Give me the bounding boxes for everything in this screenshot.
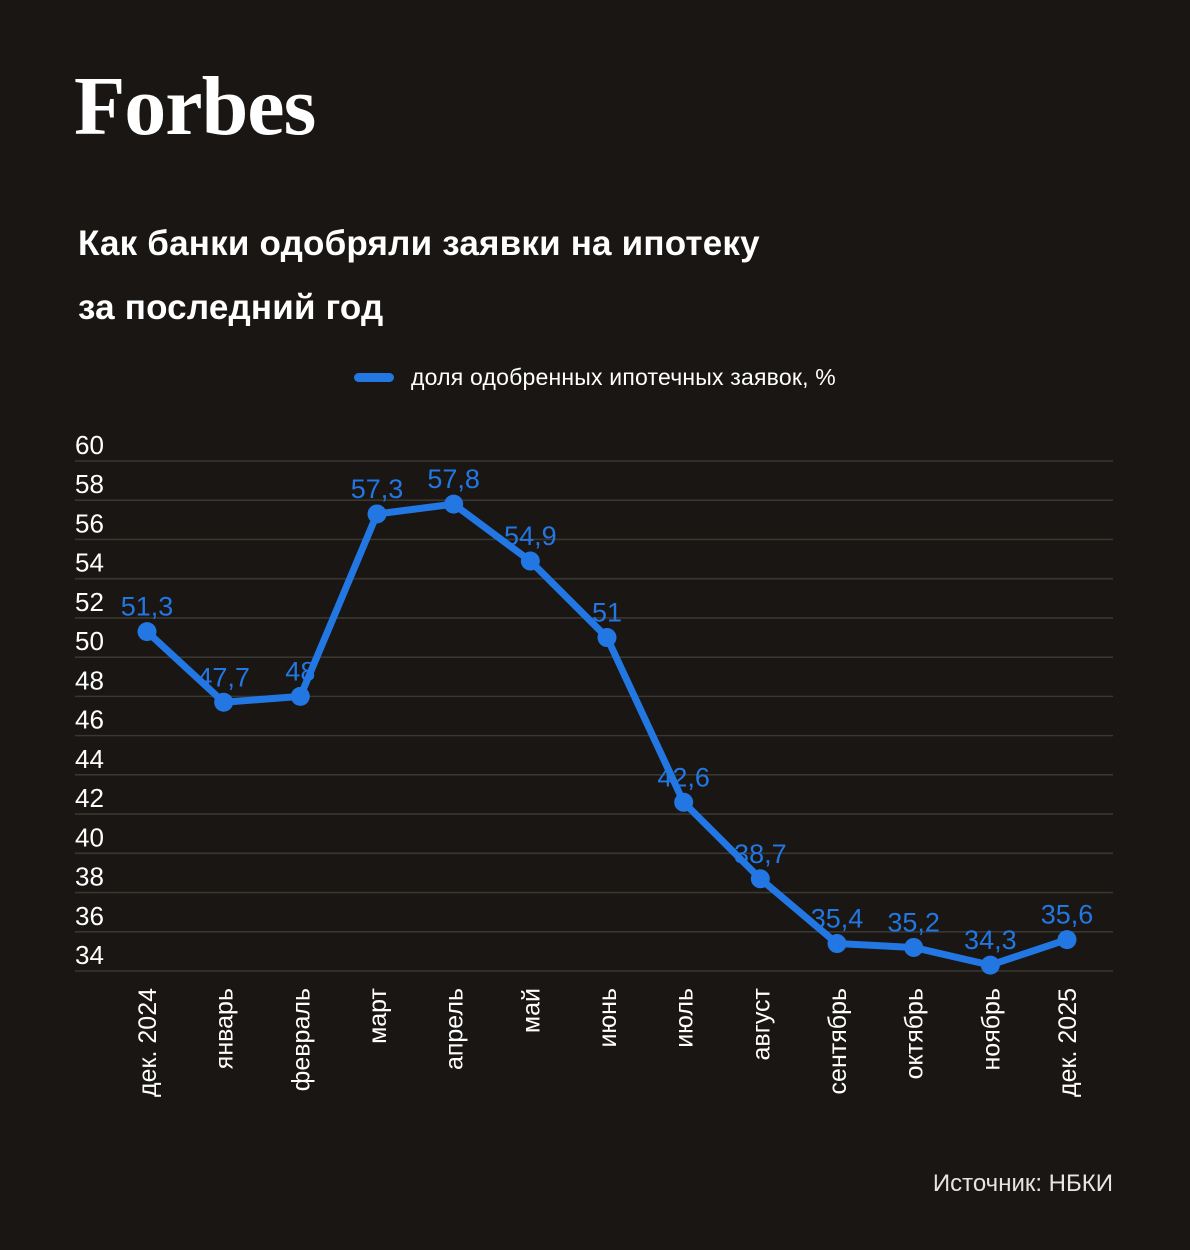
series-line bbox=[143, 500, 1071, 969]
y-axis-tick-label: 56 bbox=[75, 508, 104, 538]
x-axis-tick-label: ноябрь bbox=[977, 988, 1005, 1071]
legend-line-swatch-icon bbox=[354, 373, 395, 382]
x-axis-tick-label: август bbox=[747, 987, 775, 1060]
forbes-logo: Forbes bbox=[74, 60, 316, 153]
data-point bbox=[290, 686, 310, 706]
y-axis-tick-label: 44 bbox=[75, 744, 104, 774]
x-axis-tick-label: сентябрь bbox=[824, 988, 852, 1094]
y-axis-tick-label: 52 bbox=[75, 587, 104, 617]
x-axis-tick-label: январь bbox=[211, 988, 239, 1069]
data-point-label: 54,9 bbox=[504, 521, 557, 551]
data-point-label: 34,3 bbox=[964, 925, 1017, 955]
data-point bbox=[214, 692, 234, 712]
data-point bbox=[520, 551, 540, 571]
chart-title-line2: за последний год bbox=[78, 288, 384, 327]
legend: доля одобренных ипотечных заявок, % bbox=[0, 364, 1190, 391]
data-point-label: 35,4 bbox=[811, 904, 864, 934]
data-point-label: 57,8 bbox=[427, 464, 480, 494]
y-axis-tick-label: 46 bbox=[75, 705, 104, 735]
x-axis-tick-label: дек. 2024 bbox=[134, 988, 162, 1097]
x-axis-tick-label: февраль bbox=[287, 988, 315, 1091]
y-axis-tick-label: 58 bbox=[75, 469, 104, 499]
data-point bbox=[827, 934, 847, 954]
y-axis-tick-label: 34 bbox=[75, 940, 104, 970]
x-axis-tick-label: октябрь bbox=[901, 988, 929, 1079]
legend-label: доля одобренных ипотечных заявок, % bbox=[411, 364, 836, 390]
x-axis-tick-label: апрель bbox=[441, 988, 469, 1070]
data-point-label: 35,6 bbox=[1041, 900, 1094, 930]
data-point-label: 51 bbox=[592, 598, 622, 628]
source-note: Источник: НБКИ bbox=[932, 1170, 1113, 1197]
x-axis-tick-label: май bbox=[517, 988, 545, 1033]
y-axis-tick-label: 42 bbox=[75, 783, 104, 813]
chart-title: Как банки одобряли заявки на ипотеку за … bbox=[78, 212, 760, 340]
chart-title-line1: Как банки одобряли заявки на ипотеку bbox=[78, 224, 760, 263]
data-point-label: 42,6 bbox=[657, 762, 710, 792]
y-axis-tick-label: 60 bbox=[75, 430, 104, 460]
data-point bbox=[137, 622, 157, 642]
data-point bbox=[904, 937, 924, 957]
y-axis-tick-label: 54 bbox=[75, 548, 104, 578]
data-point-label: 47,7 bbox=[197, 662, 250, 692]
y-axis-tick-label: 48 bbox=[75, 665, 104, 695]
data-point bbox=[597, 628, 617, 648]
data-point bbox=[980, 955, 1000, 975]
data-point-label: 57,3 bbox=[351, 474, 404, 504]
data-point bbox=[444, 494, 464, 514]
y-axis-tick-label: 40 bbox=[75, 822, 104, 852]
y-axis-tick-label: 38 bbox=[75, 862, 104, 892]
y-axis-tick-label: 50 bbox=[75, 626, 104, 656]
data-point bbox=[1057, 930, 1077, 950]
x-axis-tick-label: июнь bbox=[594, 988, 622, 1048]
data-point-label: 38,7 bbox=[734, 839, 787, 869]
data-point bbox=[674, 792, 694, 812]
data-point-label: 35,2 bbox=[887, 907, 940, 937]
x-axis-tick-label: дек. 2025 bbox=[1054, 988, 1082, 1097]
data-point bbox=[367, 504, 387, 524]
data-point-label: 51,3 bbox=[121, 592, 174, 622]
data-point-label: 48 bbox=[285, 656, 315, 686]
x-axis-tick-label: июль bbox=[671, 988, 699, 1048]
x-axis-tick-label: март bbox=[364, 987, 392, 1043]
data-point bbox=[750, 869, 770, 889]
y-axis-tick-label: 36 bbox=[75, 901, 104, 931]
